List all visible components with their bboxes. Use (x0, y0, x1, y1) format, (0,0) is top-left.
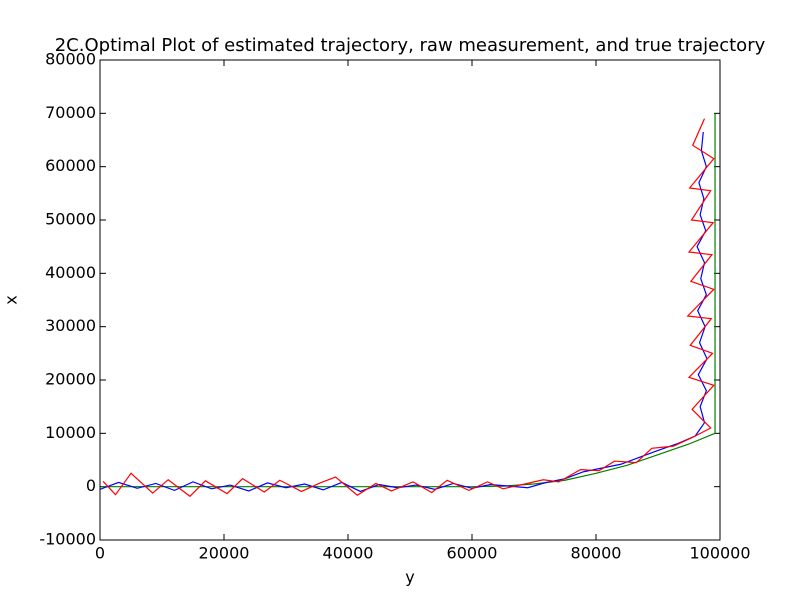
plot-frame (99, 59, 721, 541)
x-tick-label: 80000 (571, 544, 622, 563)
series-line (102, 118, 715, 498)
y-tick-label: 60000 (45, 156, 96, 175)
y-tick-label: -10000 (39, 530, 96, 549)
y-tick-label: 10000 (45, 423, 96, 442)
y-tick-label: 50000 (45, 210, 96, 229)
y-tick-label: 0 (86, 476, 96, 495)
x-tick-label: 20000 (199, 544, 250, 563)
y-tick-label: 80000 (45, 50, 96, 69)
x-tick-label: 100000 (689, 544, 750, 563)
y-axis-label: x (2, 295, 21, 304)
y-tick-label: 30000 (45, 316, 96, 335)
y-tick-label: 70000 (45, 103, 96, 122)
y-tick-label: 20000 (45, 370, 96, 389)
x-tick-label: 60000 (447, 544, 498, 563)
x-axis-label: y (405, 568, 414, 587)
x-tick-label: 0 (95, 544, 105, 563)
x-tick-label: 40000 (323, 544, 374, 563)
chart-title: 2C.Optimal Plot of estimated trajectory,… (55, 35, 766, 56)
y-tick-label: 40000 (45, 263, 96, 282)
series-line (100, 131, 708, 493)
